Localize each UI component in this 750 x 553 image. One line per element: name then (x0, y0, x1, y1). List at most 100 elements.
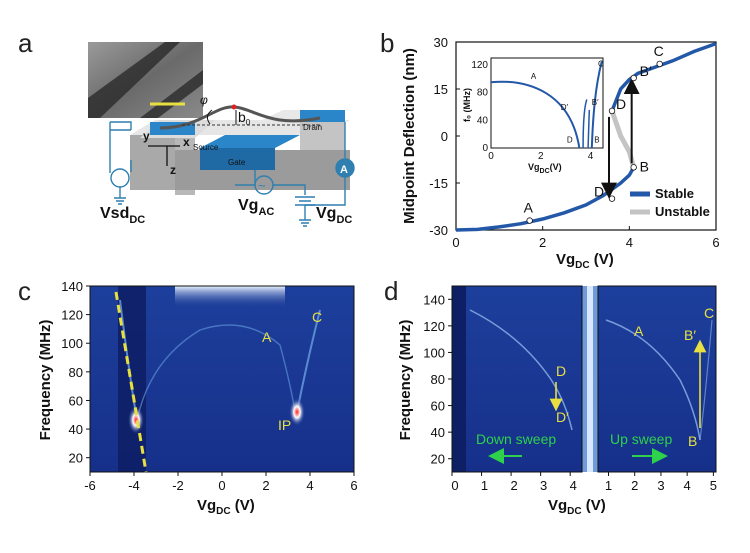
b-ytick-label: -15 (429, 176, 448, 191)
panel-d-label-A: A (634, 323, 644, 339)
panel-a: a Gate Drain Source (18, 28, 355, 227)
panel-b-xlabel: VgDC (V) (556, 251, 614, 271)
vsd-label: VsdDC (100, 205, 145, 226)
b-point-label: D (616, 96, 626, 112)
d-ytick-label: 60 (431, 399, 445, 414)
inset-point-label: D (567, 135, 573, 144)
inset-curve-B (587, 109, 591, 149)
inset-ytick: 40 (477, 115, 489, 126)
c-xtick-label: -4 (128, 478, 140, 493)
d-ytick-label: 40 (431, 425, 445, 440)
panel-c-label-A: A (262, 329, 272, 345)
c-ytick-label: 40 (69, 422, 83, 437)
c-xtick-label: 6 (350, 478, 357, 493)
b-point-label: A (524, 200, 534, 216)
d-right-xtick-label: 2 (631, 478, 638, 493)
d-left-xtick-label: 1 (481, 478, 488, 493)
panel-d-xlabel: VgDC (V) (548, 497, 606, 517)
drain-label: Drain (303, 123, 322, 132)
d-right-xtick-label: 1 (605, 478, 612, 493)
panel-c-label-C: C (312, 309, 322, 325)
b-point-label: D′ (594, 184, 607, 200)
inset-point-label: A (531, 72, 537, 81)
c-ytick-label: 120 (61, 308, 83, 323)
d-left-xtick-label: 0 (451, 478, 458, 493)
circuit (109, 121, 355, 227)
ac-source-icon: ~ (114, 172, 121, 186)
panel-b-points: A B B′ C D D′ (524, 43, 664, 224)
inset-ytick: 120 (471, 60, 488, 71)
c-xtick-label: 0 (218, 478, 225, 493)
b-point-label: B (640, 158, 649, 174)
angle-label: φ (200, 93, 208, 107)
inset-ylabel: f₀ (MHz) (462, 88, 472, 122)
panel-d-label-D: D (556, 363, 566, 379)
b-ytick-label: 30 (434, 35, 448, 50)
inset-point-label: B (594, 135, 599, 144)
inset-curve-up (590, 61, 603, 149)
d-left-xtick-label: 4 (570, 478, 577, 493)
panel-b-label: b (380, 28, 394, 58)
inset-xlabel: VgDC(V) (528, 162, 562, 175)
panel-d-ticks: 0 1 2 3 4 1 2 3 4 5 20 40 60 80 100 120 140 (423, 292, 717, 493)
c-ytick-label: 140 (61, 279, 83, 294)
stable-lower-branch (455, 166, 636, 232)
inset-point-label: B′ (592, 98, 599, 107)
panel-d-label: d (384, 276, 398, 306)
legend-unstable: Unstable (655, 204, 710, 219)
panel-b-curves (455, 41, 717, 232)
vgac-label: VgAC (238, 197, 274, 218)
panel-d-label-C: C (704, 305, 714, 321)
panel-d-label-B: B (688, 433, 697, 449)
vgdc-label: VgDC (316, 205, 352, 226)
panel-b-ticks: 0 2 4 6 -30 -15 0 15 30 (429, 35, 719, 250)
c-ytick-label: 60 (69, 393, 83, 408)
b-xtick-label: 6 (712, 235, 719, 250)
b-point-B (630, 164, 637, 171)
inset-curve-down (490, 80, 581, 149)
b0-label: b0 (238, 109, 251, 127)
panel-a-label: a (18, 28, 33, 58)
gate-label: Gate (228, 158, 246, 167)
b-ytick-label: 0 (441, 129, 448, 144)
c-ytick-label: 100 (61, 336, 83, 351)
b-point-D′ (608, 195, 616, 202)
unstable-branch (609, 110, 637, 168)
b-ytick-label: -30 (429, 223, 448, 238)
panel-c: c -6 -4 -2 0 2 4 6 20 40 60 80 100 120 140 A C IP Fre… (18, 276, 358, 517)
d-ytick-label: 120 (423, 319, 445, 334)
panel-c-fit-line (114, 291, 148, 473)
panel-c-label-IP: IP (278, 417, 291, 433)
c-xtick-label: 2 (262, 478, 269, 493)
inset-ytick: 0 (482, 143, 488, 154)
inset-xtick: 4 (588, 151, 594, 162)
d-left-xtick-label: 3 (540, 478, 547, 493)
b-point-A (526, 217, 533, 224)
d-ytick-label: 140 (423, 292, 445, 307)
inset-point-label: D′ (561, 103, 569, 112)
axis-x-label: x (183, 135, 190, 149)
panel-d-label-Bprime: B′ (684, 327, 696, 343)
panel-b-ylabel: Midpoint Deflection (nm) (401, 48, 418, 224)
panel-c-ylabel: Frequency (MHz) (37, 320, 54, 441)
b-xtick-label: 0 (452, 235, 459, 250)
c-xtick-label: -2 (172, 478, 184, 493)
d-ytick-label: 20 (431, 452, 445, 467)
device-schematic: Gate Drain Source b0 φ y x z (130, 93, 350, 195)
d-ytick-label: 100 (423, 345, 445, 360)
d-right-xtick-label: 3 (657, 478, 664, 493)
d-right-xtick-label: 5 (710, 478, 717, 493)
c-xtick-label: -6 (84, 478, 96, 493)
b-xtick-label: 4 (626, 235, 633, 250)
axis-z-label: z (170, 163, 176, 177)
inset-point-label: C (598, 59, 604, 68)
b-point-D (608, 107, 616, 115)
axis-y-label: y (143, 129, 150, 143)
gate-ac-icon: ~ (258, 178, 266, 193)
inset-xtick: 0 (488, 151, 494, 162)
